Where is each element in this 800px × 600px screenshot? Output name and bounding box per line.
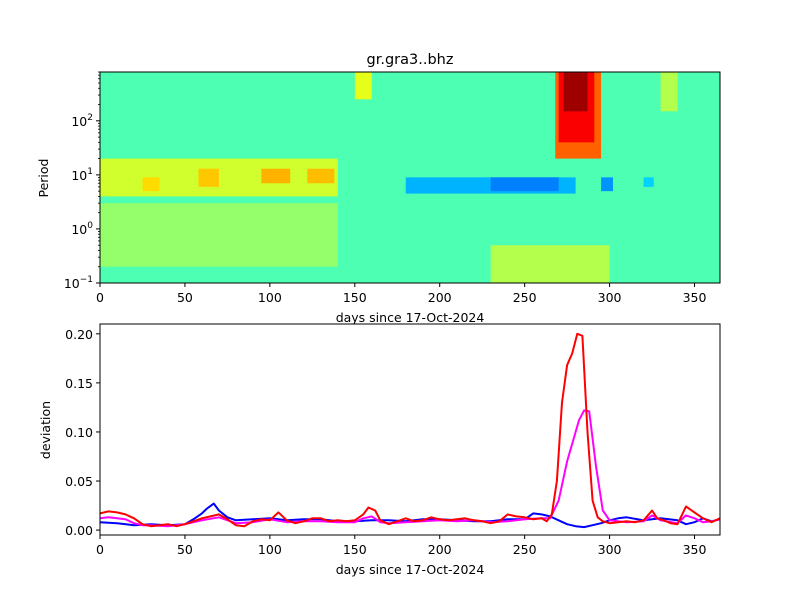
- line-y-axis: 0.00 0.05 0.10 0.15 0.20: [65, 327, 100, 538]
- heatmap-x-tick-label: 250: [513, 290, 537, 305]
- heatmap-x-tick-label: 350: [683, 290, 707, 305]
- heatmap-y-tick-label: 10−1: [64, 275, 93, 291]
- heatmap-cell: [563, 72, 588, 112]
- heatmap-cell: [643, 177, 654, 187]
- heatmap-y-tick-label: 101: [71, 167, 93, 183]
- line-x-tick-label: 0: [96, 542, 104, 557]
- line-x-tick-label: 150: [343, 542, 367, 557]
- line-x-axis: 0 50 100 150 200 250 300 350: [96, 535, 706, 557]
- line-series-group: [99, 332, 721, 529]
- heatmap-cell: [142, 177, 160, 192]
- line-x-tick-label: 300: [598, 542, 622, 557]
- heatmap-cell: [601, 177, 613, 192]
- line-x-tick-label: 100: [258, 542, 282, 557]
- series-line: [99, 332, 721, 528]
- heatmap-cells: [100, 72, 720, 283]
- heatmap-cell: [261, 168, 291, 184]
- line-y-label: deviation: [38, 401, 53, 459]
- line-y-tick-label: 0.00: [65, 523, 93, 538]
- heatmap-x-axis: 0 50 100 150 200 250 300 350: [96, 283, 706, 305]
- line-y-tick-label: 0.05: [65, 474, 93, 489]
- line-x-tick-label: 350: [683, 542, 707, 557]
- line-y-tick-label: 0.20: [65, 327, 93, 342]
- heatmap-cell: [198, 168, 219, 187]
- line-x-tick-label: 50: [177, 542, 193, 557]
- heatmap-x-tick-label: 200: [428, 290, 452, 305]
- heatmap-x-tick-label: 0: [96, 290, 104, 305]
- line-frame: [99, 323, 721, 536]
- heatmap-title: gr.gra3..bhz: [367, 52, 454, 68]
- heatmap-cell: [100, 203, 338, 267]
- heatmap-cell: [307, 168, 335, 184]
- heatmap-x-tick-label: 100: [258, 290, 282, 305]
- line-x-tick-label: 250: [513, 542, 537, 557]
- line-y-tick-label: 0.10: [65, 425, 93, 440]
- heatmap-y-tick-label: 102: [71, 113, 93, 129]
- heatmap-y-label: Period: [36, 159, 51, 198]
- heatmap-x-label: days since 17-Oct-2024: [336, 310, 485, 325]
- heatmap-x-tick-label: 300: [598, 290, 622, 305]
- heatmap-y-axis: 10−1 100 101 102: [64, 71, 100, 291]
- heatmap-y-tick-label: 100: [71, 221, 93, 237]
- line-y-tick-label: 0.15: [65, 376, 93, 391]
- line-x-tick-label: 200: [428, 542, 452, 557]
- heatmap-x-tick-label: 150: [343, 290, 367, 305]
- heatmap-cell: [660, 72, 678, 112]
- heatmap-x-tick-label: 50: [177, 290, 193, 305]
- heatmap-cell: [490, 245, 610, 283]
- heatmap-cell: [354, 72, 372, 100]
- heatmap-cell: [490, 177, 559, 192]
- line-x-label: days since 17-Oct-2024: [336, 562, 485, 577]
